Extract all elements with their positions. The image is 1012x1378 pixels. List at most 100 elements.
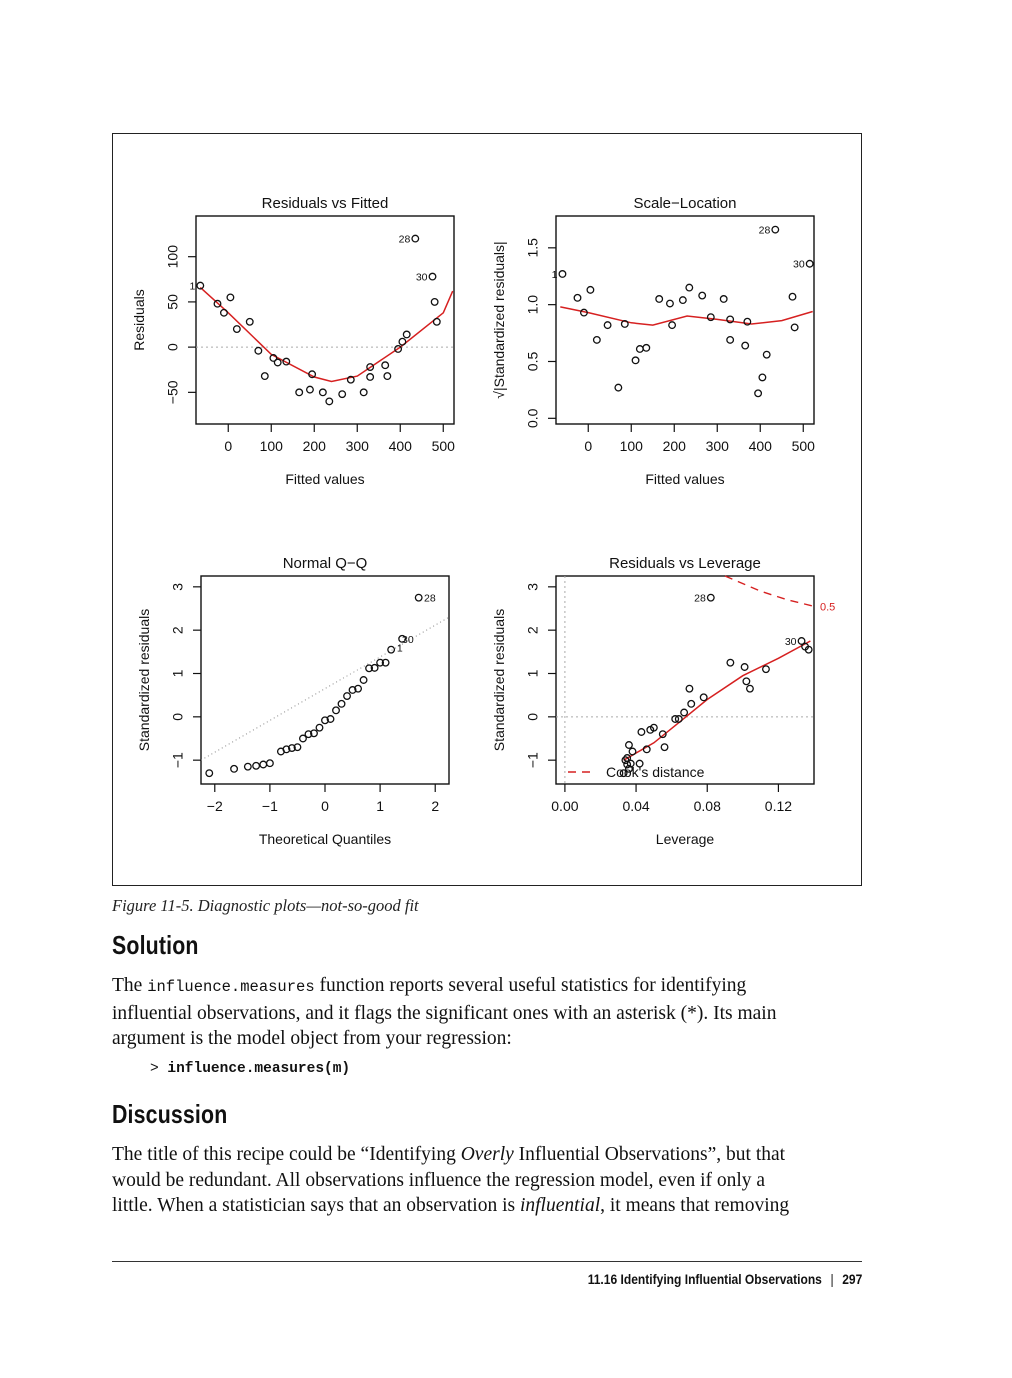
- data-point: [325, 397, 334, 406]
- data-point: [678, 296, 687, 305]
- data-point: [726, 335, 735, 344]
- data-point: [719, 295, 728, 303]
- cooks-distance-label: 0.5: [820, 601, 835, 613]
- plot-frame: [555, 575, 815, 785]
- point-label: 1: [397, 643, 403, 655]
- code-prompt: >: [150, 1061, 168, 1077]
- data-point: [668, 321, 677, 330]
- x-axis-label: Fitted values: [285, 471, 364, 487]
- plots-canvas: Residuals vs Fitted Fitted values Residual…: [131, 195, 835, 847]
- point-label: 28: [694, 593, 706, 605]
- x-tick-label: 1: [376, 798, 384, 814]
- data-point: [619, 769, 628, 778]
- point-label: 28: [759, 225, 771, 237]
- data-point: [359, 388, 368, 397]
- x-tick-label: 0.08: [694, 798, 721, 814]
- x-tick-label: 0: [584, 438, 592, 454]
- data-point: [402, 330, 411, 339]
- data-point: [332, 706, 340, 715]
- text-run: The title of this recipe could be “Ident…: [112, 1144, 461, 1165]
- y-tick-label: −1: [170, 752, 186, 768]
- y-tick-label: 1.5: [525, 238, 541, 258]
- data-point: [366, 363, 375, 371]
- data-point: [318, 388, 327, 397]
- data-point: [628, 747, 637, 756]
- y-tick-label: 2: [170, 626, 186, 634]
- data-point: [660, 743, 669, 752]
- data-point: [726, 315, 735, 324]
- code-block: > influence.measures(m): [150, 1061, 350, 1077]
- data-point: [621, 756, 630, 765]
- x-tick-label: −2: [207, 798, 223, 814]
- figure-caption: Figure 11-5. Diagnostic plots—not-so-goo…: [112, 896, 419, 915]
- x-tick-label: 200: [663, 438, 687, 454]
- data-point: [359, 676, 368, 684]
- function-name: influence.measures: [147, 978, 315, 996]
- footer-rule: [112, 1261, 862, 1262]
- x-axis-label: Leverage: [656, 831, 715, 847]
- data-point: [620, 320, 629, 328]
- x-axis-label: Theoretical Quantiles: [259, 831, 391, 847]
- cooks-distance-curve: [724, 575, 815, 607]
- solution-heading: Solution: [112, 930, 199, 960]
- chart-title: Residuals vs Leverage: [609, 555, 761, 572]
- point-label: 1: [552, 269, 558, 281]
- x-tick-label: 100: [260, 438, 284, 454]
- x-tick-label: 100: [620, 438, 644, 454]
- y-tick-label: −1: [525, 752, 541, 768]
- data-point: [666, 299, 674, 308]
- plot-frame: [200, 575, 450, 785]
- data-point: [254, 346, 263, 355]
- y-tick-label: −50: [165, 380, 181, 404]
- x-tick-label: 300: [706, 438, 730, 454]
- data-point: [642, 745, 651, 754]
- data-point: [338, 390, 347, 399]
- data-point: [626, 759, 635, 768]
- data-point: [245, 317, 254, 326]
- data-point: [252, 761, 261, 770]
- text-run: Influential Observations”, but that: [513, 1144, 786, 1165]
- data-point: [232, 325, 241, 333]
- x-tick-label: 0: [224, 438, 232, 454]
- x-tick-label: 200: [303, 438, 327, 454]
- y-tick-label: 1: [170, 669, 186, 677]
- data-point: [741, 341, 750, 350]
- x-tick-label: 500: [432, 438, 456, 454]
- x-tick-label: 0: [321, 798, 329, 814]
- plot-frame: [195, 215, 455, 425]
- plot-frame: [555, 215, 815, 425]
- data-point: [635, 345, 644, 353]
- data-point: [226, 293, 235, 302]
- data-point: [387, 645, 396, 654]
- solution-line-3: argument is the model object from your r…: [112, 1028, 512, 1049]
- data-point: [370, 663, 379, 672]
- y-tick-label: 0: [165, 343, 181, 351]
- data-point: [304, 730, 313, 739]
- data-point: [432, 317, 441, 326]
- data-point: [411, 234, 420, 243]
- data-point: [269, 354, 278, 362]
- data-point: [655, 295, 664, 303]
- text-run: little. When a statistician says that an…: [112, 1195, 520, 1216]
- data-point: [293, 743, 302, 752]
- y-tick-label: 0.0: [525, 408, 541, 428]
- data-point: [685, 684, 694, 693]
- data-point: [398, 634, 407, 643]
- data-point: [259, 760, 268, 769]
- x-tick-label: 300: [346, 438, 370, 454]
- diagnostic-plots-figure: Residuals vs Fitted Fitted values Residual…: [112, 133, 862, 886]
- solution-line-2: influential observations, and it flags t…: [112, 1002, 777, 1024]
- data-point: [790, 323, 799, 332]
- discussion-line-2: would be redundant. All observations inf…: [112, 1169, 766, 1191]
- smoother-line: [199, 286, 454, 383]
- data-point: [381, 361, 390, 370]
- data-point: [230, 764, 239, 773]
- data-point: [674, 715, 683, 723]
- data-point: [354, 684, 363, 693]
- data-point: [631, 356, 640, 365]
- data-point: [310, 729, 318, 738]
- x-tick-label: 0.00: [551, 798, 578, 814]
- data-point: [603, 321, 612, 330]
- point-label: 30: [793, 259, 805, 271]
- footer-separator: |: [830, 1271, 834, 1287]
